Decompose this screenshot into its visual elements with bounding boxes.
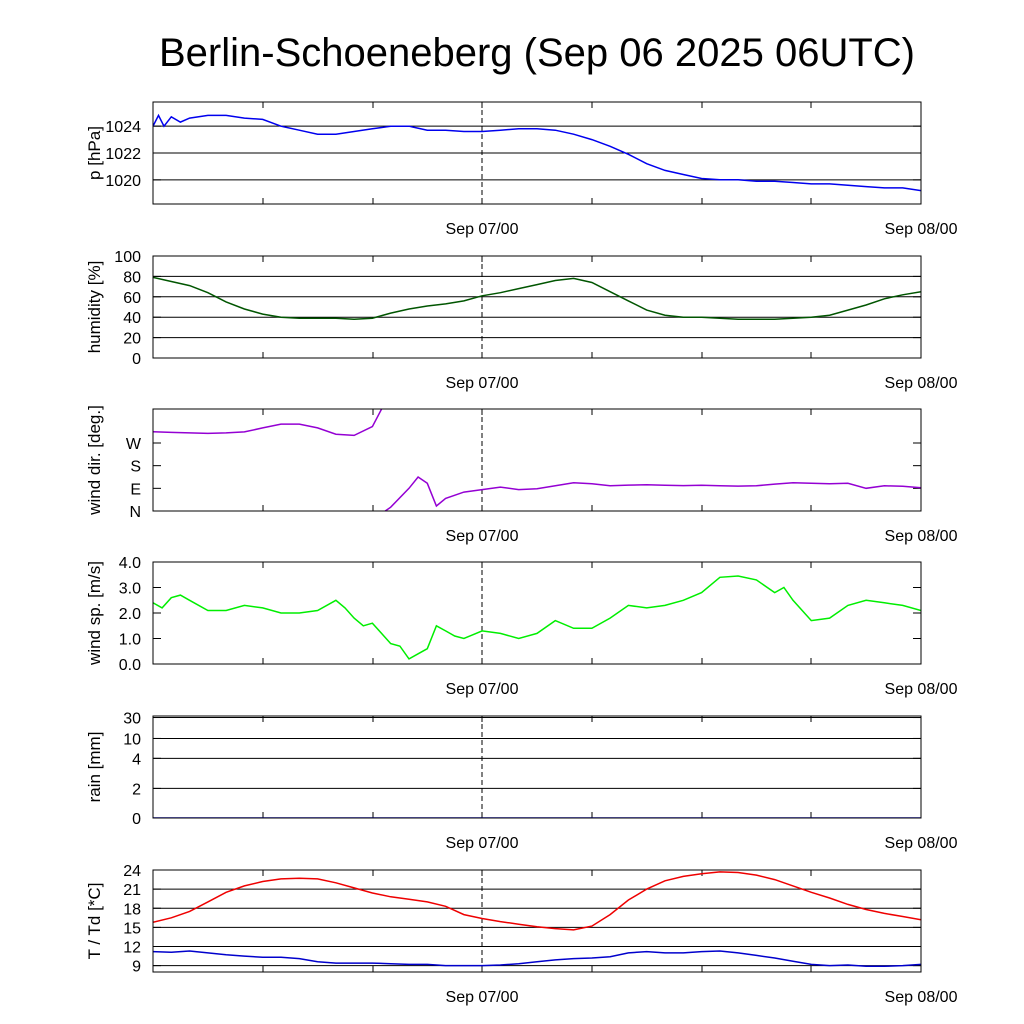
x-tick-label: Sep 07/00 [446,835,519,852]
x-tick-label: Sep 07/00 [446,375,519,392]
y-tick-label: 12 [123,940,141,957]
x-tick-label: Sep 08/00 [885,835,958,852]
y-tick-label: 2 [132,781,141,798]
y-tick-label: 9 [132,959,141,976]
plot-frame [152,869,922,973]
series-line-temperature [153,871,921,931]
y-tick-label: E [130,481,141,498]
panel-wind_speed: 0.0 1.0 2.0 3.0 4.0 wind sp. [m/s] Sep 07/00 Se… [85,555,958,698]
y-tick-label: 4.0 [119,555,141,572]
series-line-wind_dir [153,409,383,437]
y-tick-label: 0.0 [119,657,141,674]
chart-title: Berlin-Schoeneberg (Sep 06 2025 06UTC) [159,31,915,75]
y-tick-label: 2.0 [119,606,141,623]
y-tick-label: 30 [123,711,141,728]
y-tick-label: 1024 [105,119,141,136]
y-tick-label: W [126,436,142,453]
y-tick-label: 18 [123,901,141,918]
y-tick-label: 15 [123,920,141,937]
y-tick-label: 10 [123,731,141,748]
panel-temperature: 9 12 15 18 21 24 T / Td [*C] Sep 07/00 Sep 08/00 [85,863,958,1006]
x-tick-label: Sep 07/00 [446,528,519,545]
y-tick-label: 1.0 [119,632,141,649]
x-tick-label: Sep 08/00 [885,989,958,1006]
plot-frame [152,715,922,819]
y-axis-label: wind dir. [deg.] [85,405,104,516]
y-tick-label: 4 [132,751,141,768]
x-tick-label: Sep 08/00 [885,528,958,545]
y-tick-label: 40 [123,310,141,327]
y-tick-label: 20 [123,331,141,348]
y-axis-label: p [hPa] [85,126,104,180]
x-tick-label: Sep 08/00 [885,375,958,392]
y-tick-label: 1022 [105,146,141,163]
panel-rain: 0 2 4 10 30 rain [mm] Sep 07/00 Sep 08/00 [85,711,958,852]
series-line-wind_dir [383,475,921,511]
y-axis-label: T / Td [*C] [85,883,104,960]
y-tick-label: 0 [132,811,141,828]
series-line-wind_speed [153,575,921,660]
y-tick-label: 1020 [105,173,141,190]
y-axis-label: rain [mm] [85,732,104,803]
y-tick-label: S [130,459,141,476]
y-tick-label: 0 [132,351,141,368]
plot-frame [152,561,922,665]
plot-frame [152,408,922,512]
x-tick-label: Sep 07/00 [446,681,519,698]
series-line-humidity [153,276,921,320]
y-tick-label: 100 [114,249,141,266]
x-tick-label: Sep 07/00 [446,221,519,238]
x-tick-label: Sep 07/00 [446,989,519,1006]
y-tick-label: 3.0 [119,581,141,598]
plot-frame [152,101,922,205]
series-line-pressure [153,113,921,192]
y-axis-label: humidity [%] [85,261,104,354]
panel-humidity: 0 20 40 60 80 100 humidity [%] Sep 07/00 Sep 08/… [85,249,958,392]
x-tick-label: Sep 08/00 [885,681,958,698]
series-line-dewpoint [153,950,921,968]
y-tick-label: N [129,504,141,521]
y-tick-label: 21 [123,882,141,899]
x-tick-label: Sep 08/00 [885,221,958,238]
y-tick-label: 80 [123,269,141,286]
y-tick-label: 60 [123,290,141,307]
plot-frame [152,255,922,359]
y-tick-label: 24 [123,863,141,880]
y-axis-label: wind sp. [m/s] [85,561,104,666]
